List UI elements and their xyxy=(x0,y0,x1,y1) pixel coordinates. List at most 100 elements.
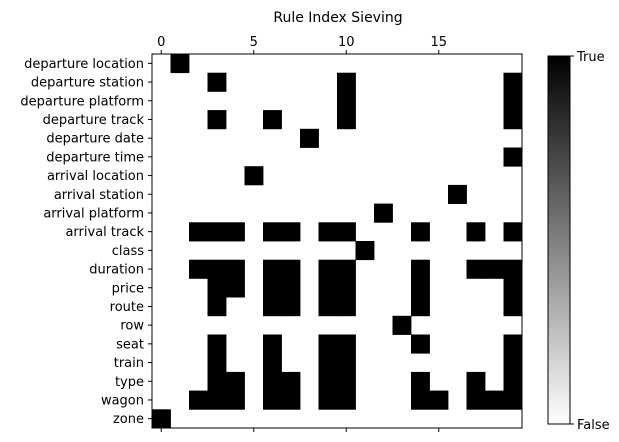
heatmap-cell xyxy=(281,371,301,391)
x-tick-label: 15 xyxy=(430,35,447,50)
heatmap-cell xyxy=(466,259,486,279)
colorbar-label-top: True xyxy=(576,50,605,65)
x-axis: 0 5 10 15 xyxy=(157,35,447,432)
y-tick-label: arrival platform xyxy=(43,206,144,221)
heatmap-cell xyxy=(485,259,504,279)
heatmap-cell xyxy=(263,334,282,354)
heatmap-cell xyxy=(263,390,282,410)
heatmap-cell xyxy=(189,259,208,279)
heatmap-cell xyxy=(429,390,449,410)
y-tick-label: type xyxy=(115,375,144,390)
heatmap-cell xyxy=(374,203,393,223)
colorbar-label-bottom: False xyxy=(577,418,610,433)
heatmap-cell xyxy=(337,371,356,391)
heatmap-cell xyxy=(337,259,356,279)
heatmap-cell xyxy=(263,371,282,391)
heatmap-cell xyxy=(281,222,301,242)
heatmap-cell xyxy=(226,259,245,279)
heatmap-cell xyxy=(263,278,282,298)
heatmap-cell xyxy=(300,128,319,148)
heatmap-cell xyxy=(411,222,430,242)
heatmap-cell xyxy=(318,278,338,298)
y-tick-label: route xyxy=(110,300,144,315)
heatmap-cell xyxy=(207,72,227,92)
heatmap-cell xyxy=(448,184,467,204)
heatmap-cell xyxy=(411,390,430,410)
heatmap-cell xyxy=(207,353,227,373)
heatmap-cell xyxy=(263,297,282,317)
heatmap-cell xyxy=(466,222,486,242)
heatmap-cell xyxy=(503,222,523,242)
heatmap-cell xyxy=(170,54,190,74)
heatmap-cell xyxy=(207,259,227,279)
heatmap-cell xyxy=(318,334,338,354)
colorbar-gradient xyxy=(547,55,571,425)
heatmap-cell xyxy=(337,72,356,92)
heatmap-cell xyxy=(207,110,227,130)
y-tick-label: duration xyxy=(89,263,144,278)
heatmap-cell xyxy=(466,371,486,391)
y-tick-label: departure location xyxy=(24,57,144,72)
heatmap-cell xyxy=(263,110,282,130)
plot-frame xyxy=(151,53,523,429)
heatmap-cell xyxy=(337,353,356,373)
heatmap-cell xyxy=(503,334,523,354)
heatmap-cell xyxy=(337,91,356,111)
heatmap-cell xyxy=(503,110,523,130)
heatmap-cell xyxy=(337,110,356,130)
heatmap-cell xyxy=(503,259,523,279)
heatmap-cell xyxy=(411,371,430,391)
y-tick-label: wagon xyxy=(101,393,144,408)
y-tick-label: arrival station xyxy=(54,188,144,203)
heatmap-cell xyxy=(226,278,245,298)
y-tick-label: departure date xyxy=(46,132,144,147)
heatmap-cell xyxy=(226,371,245,391)
chart-title: Rule Index Sieving xyxy=(273,10,402,26)
heatmap-cell xyxy=(355,241,375,261)
heatmap-cell xyxy=(337,278,356,298)
heatmap-cell xyxy=(337,390,356,410)
heatmap-cell xyxy=(318,297,338,317)
heatmap-cell xyxy=(503,147,523,167)
heatmap-cell xyxy=(485,390,504,410)
y-axis: departure location departure station depar… xyxy=(20,57,152,427)
heatmap-cell xyxy=(318,259,338,279)
heatmap-cell xyxy=(503,91,523,111)
y-tick-label: departure time xyxy=(46,150,144,165)
x-tick-label: 10 xyxy=(338,35,355,50)
heatmap-cell xyxy=(263,222,282,242)
heatmap-cells xyxy=(152,54,523,429)
heatmap-cell xyxy=(411,334,430,354)
heatmap-cell xyxy=(318,390,338,410)
y-tick-label: arrival track xyxy=(65,225,144,240)
heatmap-cell xyxy=(281,259,301,279)
x-tick-label: 0 xyxy=(157,35,165,50)
heatmap-cell xyxy=(411,297,430,317)
y-tick-label: departure station xyxy=(31,76,144,91)
y-tick-label: class xyxy=(112,244,144,259)
heatmap-cell xyxy=(281,390,301,410)
heatmap-cell xyxy=(152,409,171,429)
heatmap-cell xyxy=(281,278,301,298)
heatmap-cell xyxy=(337,222,356,242)
y-tick-label: train xyxy=(114,356,144,371)
heatmap-cell xyxy=(318,353,338,373)
heatmap-cell xyxy=(411,259,430,279)
heatmap-cell xyxy=(226,390,245,410)
heatmap-cell xyxy=(207,297,227,317)
heatmap-cell xyxy=(207,222,227,242)
heatmap-cell xyxy=(189,222,208,242)
heatmap-cell xyxy=(503,353,523,373)
y-tick-label: zone xyxy=(113,412,144,427)
colorbar: True False xyxy=(547,50,610,433)
y-tick-label: price xyxy=(112,281,144,296)
heatmap-cell xyxy=(189,390,208,410)
x-tick-label: 5 xyxy=(250,35,258,50)
heatmap-cell xyxy=(503,278,523,298)
heatmap-cell xyxy=(503,371,523,391)
heatmap-cell xyxy=(392,315,412,335)
heatmap-cell xyxy=(466,390,486,410)
heatmap-cell xyxy=(281,297,301,317)
heatmap-cell xyxy=(503,297,523,317)
y-tick-label: departure track xyxy=(43,113,145,128)
